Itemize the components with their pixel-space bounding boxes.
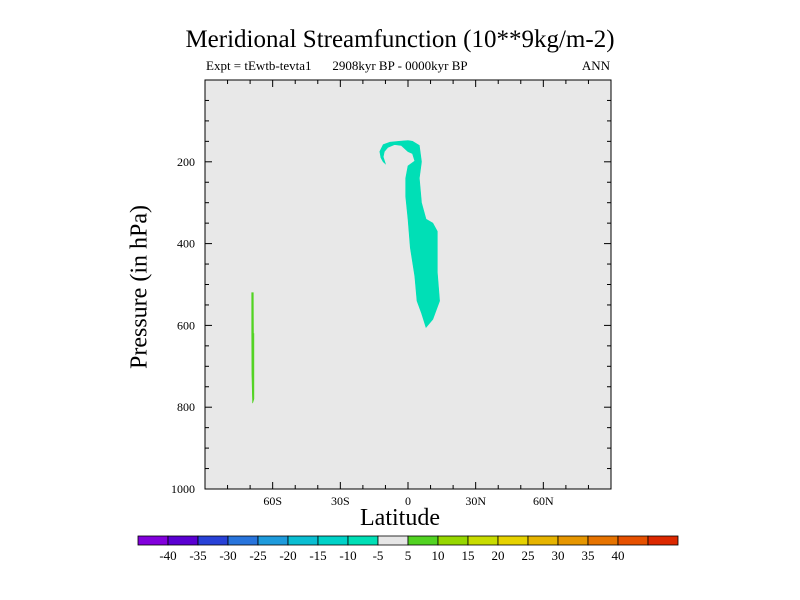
colorbar-label: 5 bbox=[405, 548, 412, 563]
colorbar-label: -35 bbox=[189, 548, 206, 563]
colorbar-label: 15 bbox=[462, 548, 475, 563]
colorbar-swatch bbox=[347, 535, 379, 546]
y-tick-label: 400 bbox=[177, 237, 195, 251]
colorbar-swatch bbox=[287, 535, 319, 546]
colorbar-swatch bbox=[227, 535, 259, 546]
colorbar-label: 20 bbox=[492, 548, 505, 563]
colorbar-label: -10 bbox=[339, 548, 356, 563]
colorbar-swatch bbox=[257, 535, 289, 546]
x-tick-label: 30S bbox=[331, 494, 350, 508]
x-tick-label: 0 bbox=[405, 494, 411, 508]
x-tick-label: 30N bbox=[465, 494, 486, 508]
colorbar-label: -40 bbox=[159, 548, 176, 563]
period-label: 2908kyr BP - 0000kyr BP bbox=[332, 58, 468, 73]
colorbar-label: 10 bbox=[432, 548, 445, 563]
colorbar-swatch bbox=[377, 535, 409, 546]
colorbar-label: -20 bbox=[279, 548, 296, 563]
colorbar-swatch bbox=[437, 535, 469, 546]
colorbar-label: 35 bbox=[582, 548, 595, 563]
contour-regions bbox=[251, 140, 440, 404]
colorbar-label: 25 bbox=[522, 548, 535, 563]
colorbar-label: 30 bbox=[552, 548, 565, 563]
chart-title: Meridional Streamfunction (10**9kg/m-2) bbox=[185, 26, 615, 53]
season-label: ANN bbox=[581, 58, 610, 73]
colorbar-swatch bbox=[497, 535, 529, 546]
y-tick-label: 800 bbox=[177, 400, 195, 414]
x-tick-label: 60N bbox=[533, 494, 554, 508]
colorbar: -40 -35 -30 -25 -20 -15 -10 -5 5 10 15 20 25 30 35 40 bbox=[137, 535, 679, 563]
colorbar-swatch bbox=[167, 535, 199, 546]
colorbar-swatch bbox=[407, 535, 439, 546]
colorbar-swatch bbox=[467, 535, 499, 546]
y-tick-label: 1000 bbox=[171, 482, 195, 496]
colorbar-label: -30 bbox=[219, 548, 236, 563]
x-axis-label: Latitude bbox=[360, 505, 440, 531]
x-tick-label: 60S bbox=[263, 494, 282, 508]
colorbar-swatch bbox=[527, 535, 559, 546]
y-axis: 200 400 600 800 1000 bbox=[171, 79, 611, 496]
colorbar-swatch bbox=[197, 535, 229, 546]
y-tick-label: 600 bbox=[177, 318, 195, 332]
colorbar-label: -5 bbox=[373, 548, 384, 563]
colorbar-label: -15 bbox=[309, 548, 326, 563]
y-tick-label: 200 bbox=[177, 155, 195, 169]
x-axis: 60S 30S 0 30N 60N bbox=[204, 80, 612, 508]
colorbar-label: -25 bbox=[249, 548, 266, 563]
negative-cell-region bbox=[379, 140, 440, 329]
experiment-label: Expt = tEwtb-tevta1 bbox=[206, 58, 312, 73]
colorbar-swatch bbox=[317, 535, 349, 546]
colorbar-label: 40 bbox=[612, 548, 625, 563]
positive-cell-region bbox=[251, 292, 255, 404]
colorbar-swatch bbox=[647, 535, 679, 546]
colorbar-swatch bbox=[617, 535, 649, 546]
colorbar-swatch bbox=[557, 535, 589, 546]
colorbar-swatch bbox=[587, 535, 619, 546]
colorbar-swatch bbox=[137, 535, 169, 546]
